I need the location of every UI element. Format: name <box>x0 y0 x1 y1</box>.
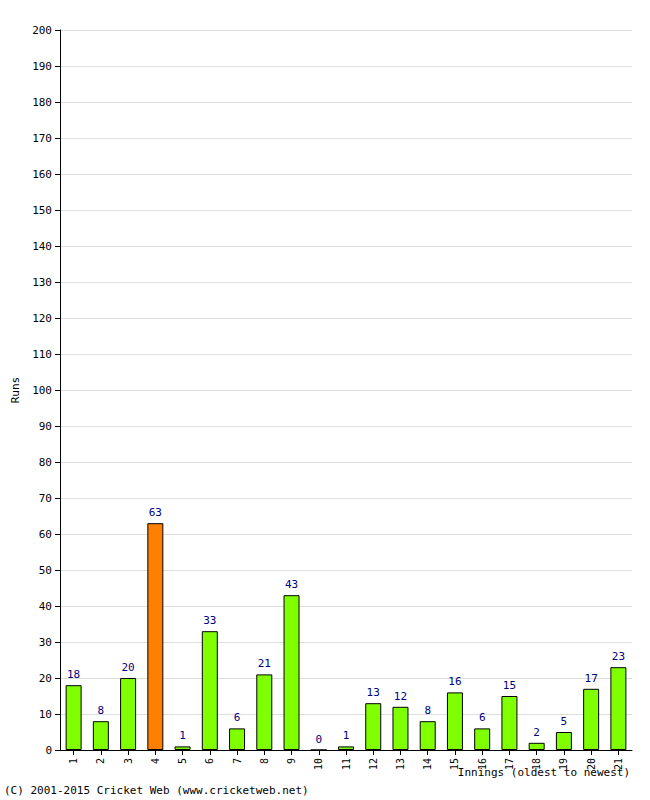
svg-text:16: 16 <box>448 675 461 688</box>
svg-text:150: 150 <box>32 204 52 217</box>
svg-text:1: 1 <box>68 758 79 764</box>
svg-text:12: 12 <box>394 690 407 703</box>
svg-text:130: 130 <box>32 276 52 289</box>
svg-text:7: 7 <box>232 758 243 764</box>
svg-text:18: 18 <box>531 758 542 770</box>
svg-text:17: 17 <box>504 758 515 770</box>
svg-text:200: 200 <box>32 24 52 37</box>
svg-text:Innings (oldest to newest): Innings (oldest to newest) <box>457 766 630 779</box>
svg-text:11: 11 <box>341 758 352 770</box>
svg-text:1: 1 <box>179 729 186 742</box>
svg-text:180: 180 <box>32 96 52 109</box>
svg-text:15: 15 <box>503 679 516 692</box>
svg-text:90: 90 <box>39 420 52 433</box>
svg-text:60: 60 <box>39 528 52 541</box>
svg-text:70: 70 <box>39 492 52 505</box>
svg-text:100: 100 <box>32 384 52 397</box>
svg-text:Runs: Runs <box>9 377 22 404</box>
svg-text:9: 9 <box>286 758 297 764</box>
svg-text:63: 63 <box>149 506 162 519</box>
svg-text:12: 12 <box>368 758 379 770</box>
svg-text:8: 8 <box>259 758 270 764</box>
svg-text:1: 1 <box>343 729 350 742</box>
svg-text:(C) 2001-2015 Cricket Web (www: (C) 2001-2015 Cricket Web (www.cricketwe… <box>4 784 309 797</box>
svg-text:10: 10 <box>313 758 324 770</box>
svg-text:0: 0 <box>45 744 52 757</box>
svg-text:16: 16 <box>477 758 488 770</box>
svg-text:0: 0 <box>315 733 322 746</box>
svg-text:8: 8 <box>98 704 105 717</box>
svg-text:140: 140 <box>32 240 52 253</box>
svg-text:15: 15 <box>449 758 460 770</box>
svg-text:13: 13 <box>367 686 380 699</box>
svg-text:17: 17 <box>585 672 598 685</box>
svg-text:170: 170 <box>32 132 52 145</box>
svg-text:8: 8 <box>424 704 431 717</box>
svg-text:50: 50 <box>39 564 52 577</box>
svg-text:2: 2 <box>533 726 540 739</box>
svg-text:20: 20 <box>586 758 597 770</box>
svg-text:19: 19 <box>558 758 569 770</box>
svg-text:160: 160 <box>32 168 52 181</box>
svg-text:5: 5 <box>561 715 568 728</box>
svg-text:40: 40 <box>39 600 52 613</box>
svg-text:21: 21 <box>613 758 624 770</box>
svg-text:6: 6 <box>479 711 486 724</box>
svg-text:120: 120 <box>32 312 52 325</box>
svg-text:20: 20 <box>39 672 52 685</box>
svg-text:4: 4 <box>150 758 161 764</box>
svg-text:6: 6 <box>204 758 215 764</box>
svg-text:21: 21 <box>258 657 271 670</box>
svg-text:6: 6 <box>234 711 241 724</box>
svg-text:33: 33 <box>203 614 216 627</box>
svg-text:2: 2 <box>95 758 106 764</box>
svg-text:110: 110 <box>32 348 52 361</box>
svg-text:43: 43 <box>285 578 298 591</box>
svg-text:10: 10 <box>39 708 52 721</box>
svg-text:20: 20 <box>121 661 134 674</box>
svg-text:5: 5 <box>177 758 188 764</box>
svg-text:23: 23 <box>612 650 625 663</box>
svg-text:18: 18 <box>67 668 80 681</box>
svg-text:14: 14 <box>422 758 433 770</box>
svg-text:3: 3 <box>123 758 134 764</box>
svg-text:80: 80 <box>39 456 52 469</box>
svg-text:190: 190 <box>32 60 52 73</box>
svg-text:13: 13 <box>395 758 406 770</box>
svg-text:30: 30 <box>39 636 52 649</box>
